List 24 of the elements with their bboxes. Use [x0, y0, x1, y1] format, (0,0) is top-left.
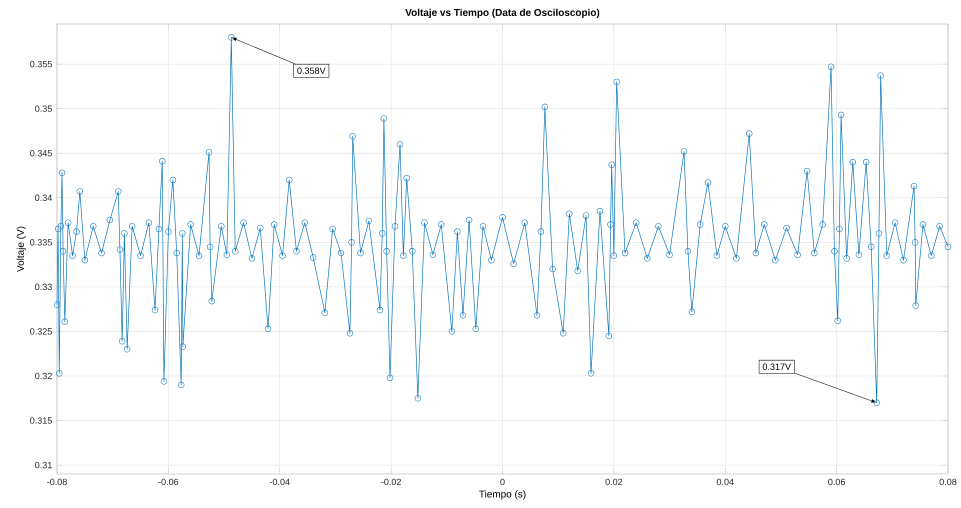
chart-title: Voltaje vs Tiempo (Data de Osciloscopio) [405, 8, 600, 18]
y-tick-label: 0.345 [30, 150, 52, 156]
y-tick-label: 0.335 [30, 239, 52, 246]
x-tick-label: 0.02 [605, 478, 622, 486]
x-tick-label: -0.06 [158, 478, 178, 486]
x-tick-label: -0.04 [270, 478, 290, 486]
y-tick-label: 0.35 [35, 105, 52, 112]
annotation: 0.358V [297, 67, 326, 74]
y-tick-label: 0.355 [30, 60, 52, 68]
y-tick-label: 0.34 [35, 194, 52, 201]
y-axis-title: Voltaje (V) [16, 226, 26, 272]
y-tick-label: 0.315 [30, 417, 52, 424]
x-tick-label: -0.02 [381, 478, 401, 486]
x-axis-title: Tiempo (s) [479, 490, 526, 500]
x-tick-label: 0 [500, 478, 505, 486]
y-tick-label: 0.32 [35, 372, 52, 380]
annotation: 0.317V [762, 364, 792, 370]
x-tick-label: 0.04 [716, 478, 734, 486]
y-tick-label: 0.33 [35, 284, 52, 290]
x-tick-label: 0.06 [828, 478, 846, 486]
y-tick-label: 0.31 [35, 462, 52, 468]
x-tick-label: -0.08 [47, 478, 67, 486]
x-tick-label: 0.08 [940, 478, 956, 486]
y-tick-label: 0.325 [30, 328, 52, 335]
